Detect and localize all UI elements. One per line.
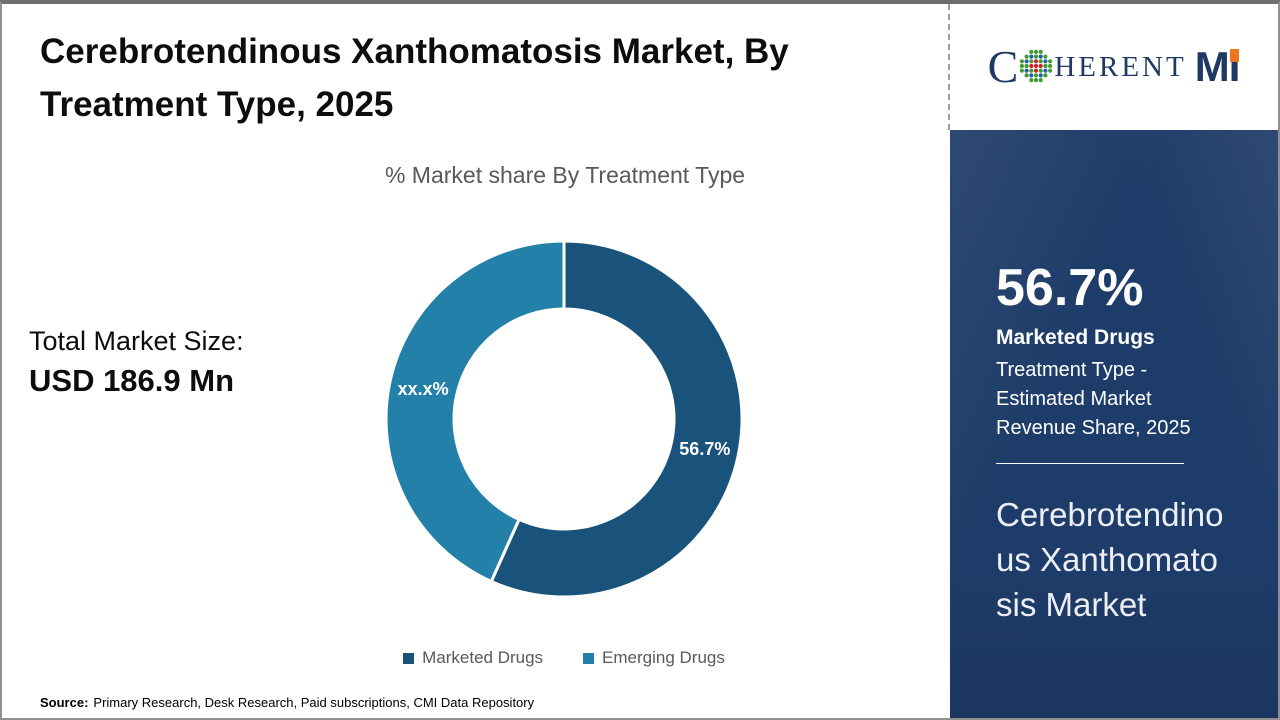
logo-letter-i: I xyxy=(1228,43,1241,90)
legend-swatch xyxy=(583,652,595,664)
legend-swatch xyxy=(403,652,415,664)
logo-letter-m: M xyxy=(1194,43,1230,90)
sidebar-stat-description: Treatment Type - Estimated Market Revenu… xyxy=(996,359,1191,439)
legend-item: Marketed Drugs xyxy=(403,648,543,668)
total-market-size-label: Total Market Size: xyxy=(29,326,244,356)
right-column: C HERENT M I 56.7% Marketed Drugs Treatm… xyxy=(948,4,1278,718)
legend-label: Emerging Drugs xyxy=(602,648,725,667)
total-market-size: Total Market Size: USD 186.9 Mn xyxy=(29,326,244,399)
slice-data-label: 56.7% xyxy=(679,439,730,459)
logo-globe-icon xyxy=(1020,49,1053,83)
sidebar-divider xyxy=(996,463,1184,464)
total-market-size-value: USD 186.9 Mn xyxy=(29,363,235,398)
chart-legend: Marketed Drugs Emerging Drugs xyxy=(377,648,751,668)
legend-item: Emerging Drugs xyxy=(583,648,725,668)
slice-data-label: xx.x% xyxy=(398,379,449,399)
source-note: Source: Primary Research, Desk Research, … xyxy=(40,695,534,710)
sidebar-stat-value: 56.7% xyxy=(996,259,1144,317)
donut-slice-marketed-drugs xyxy=(489,239,744,599)
donut-slice-emerging-drugs xyxy=(384,239,566,584)
donut-chart-svg: 56.7% xx.x% xyxy=(384,239,744,599)
logo-letters-herent: HERENT xyxy=(1054,50,1187,83)
logo-letter-c: C xyxy=(987,41,1019,92)
legend-label: Marketed Drugs xyxy=(422,648,544,667)
sidebar-stat-label: Marketed Drugs xyxy=(996,326,1155,349)
sidebar-content: 56.7% Marketed Drugs Treatment Type - Es… xyxy=(950,130,1278,627)
sidebar-market-name: Cerebrotendinous Xanthomatosis Market xyxy=(996,496,1224,623)
sidebar-panel: 56.7% Marketed Drugs Treatment Type - Es… xyxy=(950,130,1278,718)
page-title: Cerebrotendinous Xanthomatosis Market, B… xyxy=(40,32,789,124)
logo-box: C HERENT M I xyxy=(948,4,1278,130)
donut-chart: 56.7% xx.x% xyxy=(377,232,751,606)
coherent-mi-logo: C HERENT M I xyxy=(988,44,1241,90)
chart-title: % Market share By Treatment Type xyxy=(384,162,746,188)
source-label: Source: xyxy=(40,695,89,710)
source-text: Primary Research, Desk Research, Paid su… xyxy=(93,695,535,710)
